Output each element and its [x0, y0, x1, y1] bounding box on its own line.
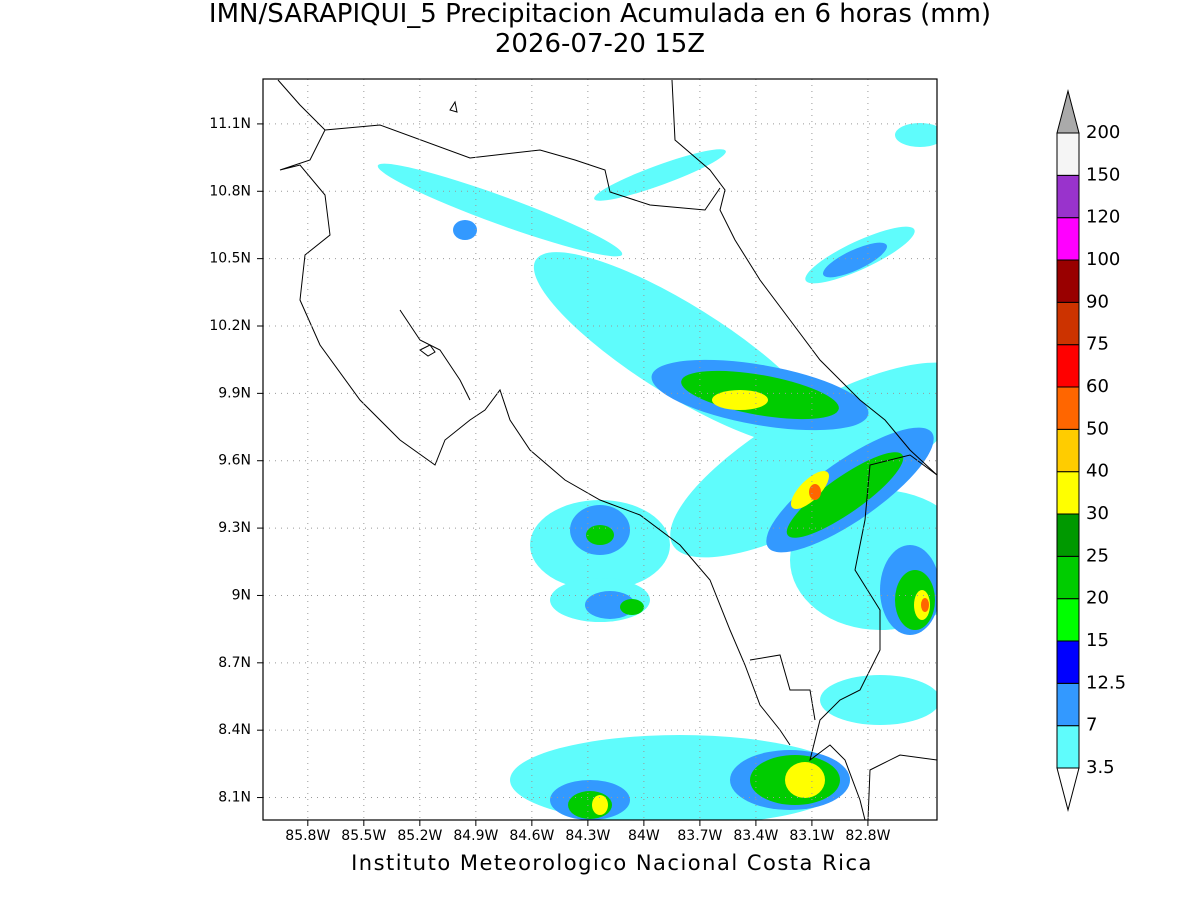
y-tick-label: 10.5N — [209, 251, 251, 267]
colorbar-label: 20 — [1086, 588, 1109, 609]
colorbar-label: 25 — [1086, 545, 1109, 566]
x-tick-label: 82.8W — [845, 828, 890, 844]
precipitation-field — [277, 79, 937, 820]
x-tick-label: 85.8W — [285, 828, 330, 844]
colorbar-box — [1056, 301, 1080, 346]
colorbar-label: 50 — [1086, 418, 1109, 439]
x-tick-label: 84W — [628, 828, 660, 844]
colorbar: 3.5 7 12.5 15 20 25 30 40 50 60 75 90 100 120 150 200 — [1056, 89, 1126, 812]
x-tick-label: 85.5W — [341, 828, 386, 844]
colorbar-box — [1056, 344, 1080, 388]
x-tick-label: 85.2W — [397, 828, 442, 844]
colorbar-box — [1056, 471, 1080, 515]
colorbar-box — [1056, 640, 1080, 684]
colorbar-under — [1056, 767, 1080, 812]
footer: Instituto Meteorologico Nacional Costa R… — [351, 851, 873, 875]
colorbar-label: 12.5 — [1086, 672, 1126, 693]
x-tick-label: 83.4W — [733, 828, 778, 844]
colorbar-label: 90 — [1086, 291, 1109, 312]
colorbar-label: 60 — [1086, 376, 1109, 397]
y-tick-label: 9.9N — [218, 385, 251, 401]
x-tick-label: 84.3W — [565, 828, 610, 844]
colorbar-label: 75 — [1086, 334, 1109, 355]
colorbar-box — [1056, 513, 1080, 557]
colorbar-box — [1056, 725, 1080, 769]
colorbar-box — [1056, 555, 1080, 600]
colorbar-label: 100 — [1086, 249, 1120, 270]
colorbar-label: 200 — [1086, 122, 1120, 143]
y-tick-label: 11.1N — [209, 116, 251, 132]
colorbar-label: 30 — [1086, 503, 1109, 524]
colorbar-box — [1056, 598, 1080, 642]
colorbar-label: 150 — [1086, 164, 1120, 185]
colorbar-label: 120 — [1086, 207, 1120, 228]
x-tick-label: 84.9W — [453, 828, 498, 844]
colorbar-over — [1056, 89, 1080, 134]
colorbar-box — [1056, 386, 1080, 430]
y-tick-label: 9N — [232, 587, 251, 603]
colorbar-box — [1056, 682, 1080, 727]
y-tick-label: 8.4N — [218, 722, 251, 738]
colorbar-label: 15 — [1086, 630, 1109, 651]
colorbar-label: 7 — [1086, 715, 1097, 736]
colorbar-label: 40 — [1086, 461, 1109, 482]
colorbar-box — [1056, 259, 1080, 303]
y-tick-label: 10.2N — [209, 318, 251, 334]
y-tick-label: 8.1N — [218, 790, 251, 806]
colorbar-box — [1056, 217, 1080, 261]
title: IMN/SARAPIQUI_5 Precipitacion Acumulada … — [209, 0, 991, 29]
y-tick-label: 8.7N — [218, 655, 251, 671]
y-tick-label: 9.3N — [218, 520, 251, 536]
y-tick-label: 10.8N — [209, 183, 251, 199]
graticule: 85.8W 85.5W 85.2W 84.9W 84.6W 84.3W 84W 83.7W 83… — [209, 79, 937, 844]
colorbar-label: 3.5 — [1086, 757, 1115, 778]
x-tick-label: 84.6W — [509, 828, 554, 844]
x-tick-label: 83.1W — [789, 828, 834, 844]
colorbar-box — [1056, 132, 1080, 176]
y-tick-label: 9.6N — [218, 453, 251, 469]
map-frame — [262, 78, 938, 821]
colorbar-box — [1056, 428, 1080, 473]
subtitle: 2026-07-20 15Z — [495, 29, 705, 59]
colorbar-box — [1056, 174, 1080, 219]
x-tick-label: 83.7W — [677, 828, 722, 844]
